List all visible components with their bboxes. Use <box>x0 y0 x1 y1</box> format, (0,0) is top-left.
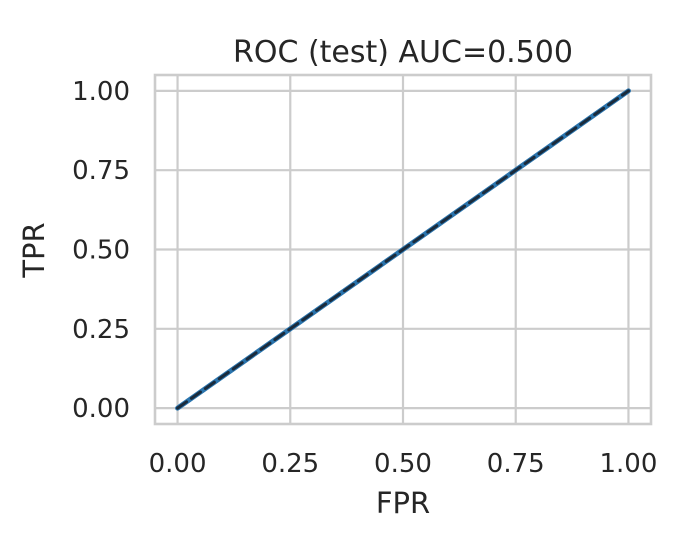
y-tick-label: 0.25 <box>72 315 130 345</box>
x-axis-label: FPR <box>376 486 430 520</box>
y-tick-label: 1.00 <box>72 77 130 107</box>
x-tick-label: 0.00 <box>149 449 207 479</box>
y-tick-label: 0.75 <box>72 156 130 186</box>
x-tick-label: 0.50 <box>374 449 432 479</box>
x-tick-label: 1.00 <box>600 449 658 479</box>
y-tick-label: 0.50 <box>72 236 130 266</box>
tick-layer: 0.00 0.25 0.50 0.75 1.00 0.00 0.25 0.50 0.75 1.00 <box>72 77 657 479</box>
y-axis-label: TPR <box>17 222 51 278</box>
y-tick-label: 0.00 <box>72 394 130 424</box>
series-layer <box>175 88 631 411</box>
diagonal-reference-line <box>176 89 630 410</box>
plot-frame <box>153 73 653 426</box>
chart-title: ROC (test) AUC=0.500 <box>233 35 573 70</box>
grid-layer <box>155 75 651 424</box>
x-tick-label: 0.75 <box>487 449 545 479</box>
x-tick-label: 0.25 <box>261 449 319 479</box>
